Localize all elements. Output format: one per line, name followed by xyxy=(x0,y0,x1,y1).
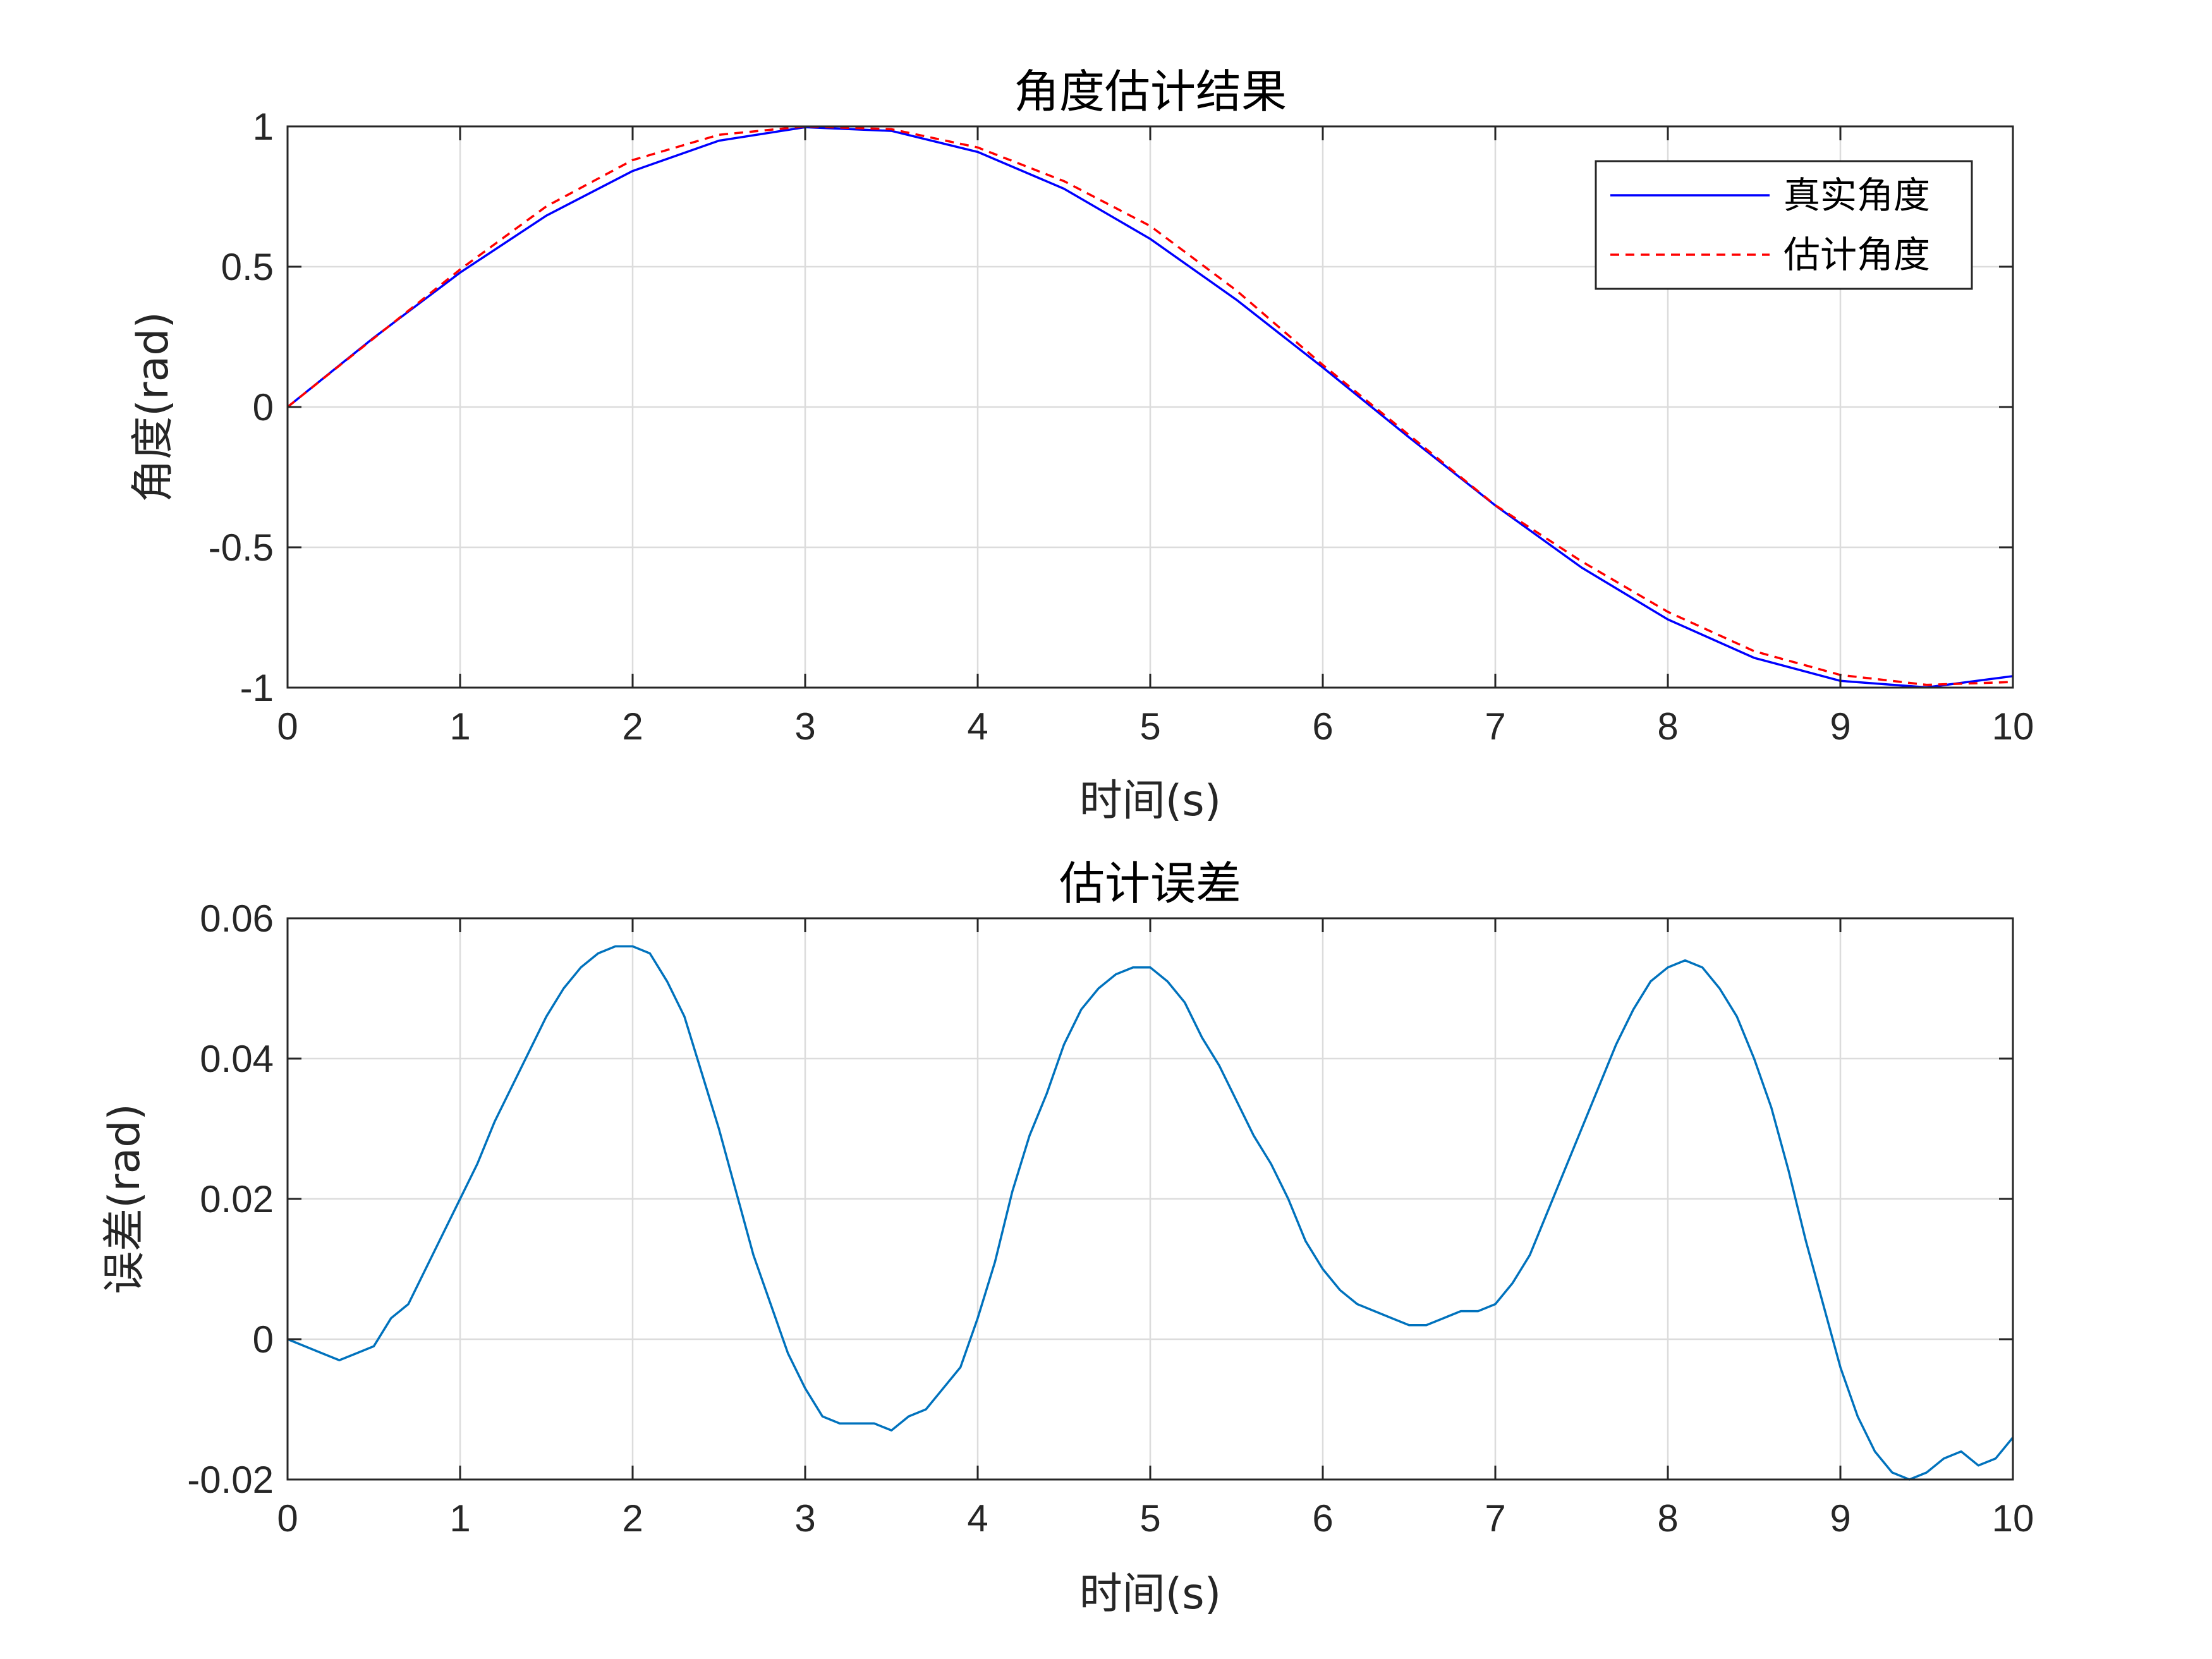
x-tick-label: 4 xyxy=(967,705,988,748)
series-line-1 xyxy=(286,125,2014,686)
y-tick-label: -0.02 xyxy=(187,1459,274,1501)
x-tick-label: 1 xyxy=(449,1497,470,1540)
legend-label-true: 真实角度 xyxy=(1784,174,1930,217)
x-tick-label: 3 xyxy=(794,1497,815,1540)
x-tick-label: 6 xyxy=(1312,705,1333,748)
y-tick-label: 0 xyxy=(253,386,274,428)
top-legend: 真实角度 估计角度 xyxy=(1595,160,1973,290)
x-tick-label: 7 xyxy=(1485,705,1505,748)
top-y-axis-label: 角度(rad) xyxy=(128,312,178,502)
x-tick-label: 8 xyxy=(1657,1497,1678,1540)
x-tick-label: 4 xyxy=(967,1497,988,1540)
y-tick-label: 0.5 xyxy=(221,246,274,288)
x-tick-label: 3 xyxy=(794,705,815,748)
x-tick-label: 2 xyxy=(622,1497,643,1540)
x-tick-label: 1 xyxy=(449,705,470,748)
x-tick-label: 9 xyxy=(1830,1497,1850,1540)
x-tick-label: 10 xyxy=(1992,1497,2034,1540)
x-tick-label: 7 xyxy=(1485,1497,1505,1540)
bottom-grid xyxy=(288,918,2013,1480)
top-ticks: 0 1 2 3 4 5 6 7 8 9 10 -1 -0.5 0 0.5 1 xyxy=(209,106,2034,748)
top-chart-title: 角度估计结果 xyxy=(1014,65,1287,118)
x-tick-label: 0 xyxy=(277,1497,298,1540)
y-tick-label: -1 xyxy=(240,667,274,709)
top-grid xyxy=(288,126,2013,688)
legend-box xyxy=(1595,160,1973,290)
legend-label-estimate: 估计角度 xyxy=(1784,233,1930,276)
bottom-chart-title: 估计误差 xyxy=(1059,857,1241,910)
bottom-x-axis-label: 时间(s) xyxy=(1079,1569,1222,1619)
y-tick-label: 0.04 xyxy=(200,1038,274,1080)
x-tick-label: 9 xyxy=(1830,705,1850,748)
y-tick-label: 0 xyxy=(253,1318,274,1361)
x-tick-label: 10 xyxy=(1992,705,2034,748)
x-tick-label: 5 xyxy=(1139,1497,1160,1540)
series-line-0 xyxy=(287,945,2014,1481)
top-axes: 0 1 2 3 4 5 6 7 8 9 10 -1 -0.5 0 0.5 1 角度估计结果 时间(s) 角度(… xyxy=(128,65,2034,826)
y-tick-label: -0.5 xyxy=(209,526,274,569)
x-tick-label: 0 xyxy=(277,705,298,748)
bottom-series-group xyxy=(287,945,2014,1481)
top-series-group xyxy=(286,125,2014,689)
y-tick-label: 0.02 xyxy=(200,1178,274,1220)
x-tick-label: 6 xyxy=(1312,1497,1333,1540)
bottom-y-axis-label: 误差(rad) xyxy=(100,1103,150,1294)
y-tick-label: 1 xyxy=(253,106,274,148)
y-tick-label: 0.06 xyxy=(200,897,274,940)
x-tick-label: 2 xyxy=(622,705,643,748)
top-x-axis-label: 时间(s) xyxy=(1079,776,1222,826)
x-tick-label: 8 xyxy=(1657,705,1678,748)
x-tick-label: 5 xyxy=(1139,705,1160,748)
series-line-0 xyxy=(286,126,2014,689)
